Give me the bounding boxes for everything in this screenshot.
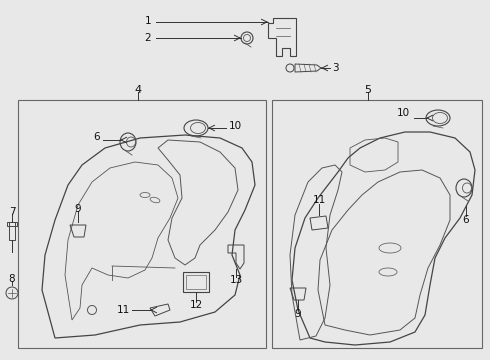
Bar (7, 222, 17, 226)
Bar (183, 272, 209, 292)
Text: 11: 11 (117, 305, 130, 315)
Text: 3: 3 (332, 63, 339, 73)
Bar (272, 100, 482, 348)
Text: 10: 10 (397, 108, 410, 118)
Text: 2: 2 (145, 33, 151, 43)
Text: 5: 5 (365, 85, 371, 95)
Text: 8: 8 (9, 274, 15, 284)
Text: 1: 1 (145, 16, 151, 26)
Text: 7: 7 (9, 207, 15, 217)
Text: 6: 6 (94, 132, 100, 142)
Text: 6: 6 (463, 215, 469, 225)
Bar (9, 222, 15, 240)
Text: 9: 9 (294, 309, 301, 319)
Bar (18, 100, 266, 348)
Text: 10: 10 (229, 121, 242, 131)
Text: 13: 13 (229, 275, 243, 285)
Text: 11: 11 (313, 195, 326, 205)
Text: 12: 12 (189, 300, 203, 310)
Bar (186, 275, 206, 289)
Text: 9: 9 (74, 204, 81, 214)
Text: 4: 4 (134, 85, 142, 95)
